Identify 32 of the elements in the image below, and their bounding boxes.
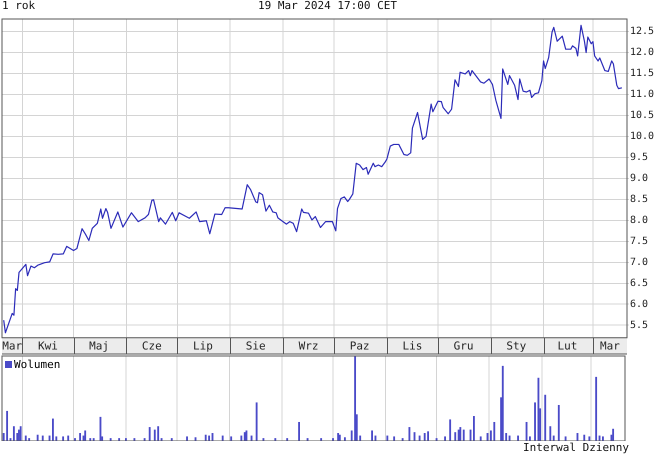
legend-label: Wolumen xyxy=(14,358,60,371)
y-tick-label: 11.0 xyxy=(630,89,654,100)
x-tick-label: Mar xyxy=(600,339,620,352)
x-tick-label: Lip xyxy=(193,339,213,352)
x-tick-label: Sty xyxy=(506,339,527,352)
x-tick-label: Kwi xyxy=(38,339,58,352)
y-tick-label: 9.5 xyxy=(630,152,648,164)
x-tick-label: Wrz xyxy=(298,339,318,352)
x-tick-label: Lut xyxy=(557,339,578,352)
y-tick-label: 7.0 xyxy=(630,256,648,268)
y-tick-label: 12.0 xyxy=(630,47,654,58)
y-tick-label: 10.5 xyxy=(630,110,654,122)
annotation: Interwal Dzienny xyxy=(523,441,629,454)
y-tick-label: 11.5 xyxy=(630,68,654,80)
y-tick-label: 8.0 xyxy=(630,214,648,226)
x-tick-label: Sie xyxy=(246,339,266,352)
x-tick-label: Lis xyxy=(402,339,422,352)
x-tick-label: Maj xyxy=(89,339,110,352)
y-tick-label: 6.0 xyxy=(630,298,648,310)
chart-title: 1 rok xyxy=(2,0,36,12)
y-tick-label: 10.0 xyxy=(630,131,654,142)
x-tick-label: Mar xyxy=(2,339,23,352)
chart-subtitle: 19 Mar 2024 17:00 CET xyxy=(258,0,398,12)
x-tick-label: Cze xyxy=(142,339,162,352)
y-tick-label: 8.5 xyxy=(630,194,648,205)
x-tick-label: Paz xyxy=(350,339,370,352)
y-tick-label: 5.5 xyxy=(630,320,648,331)
y-tick-label: 7.5 xyxy=(630,236,648,247)
y-tick-label: 12.5 xyxy=(630,26,654,38)
y-tick-label: 6.5 xyxy=(630,278,648,289)
y-tick-label: 9.0 xyxy=(630,172,648,184)
x-tick-label: Gru xyxy=(454,339,474,352)
